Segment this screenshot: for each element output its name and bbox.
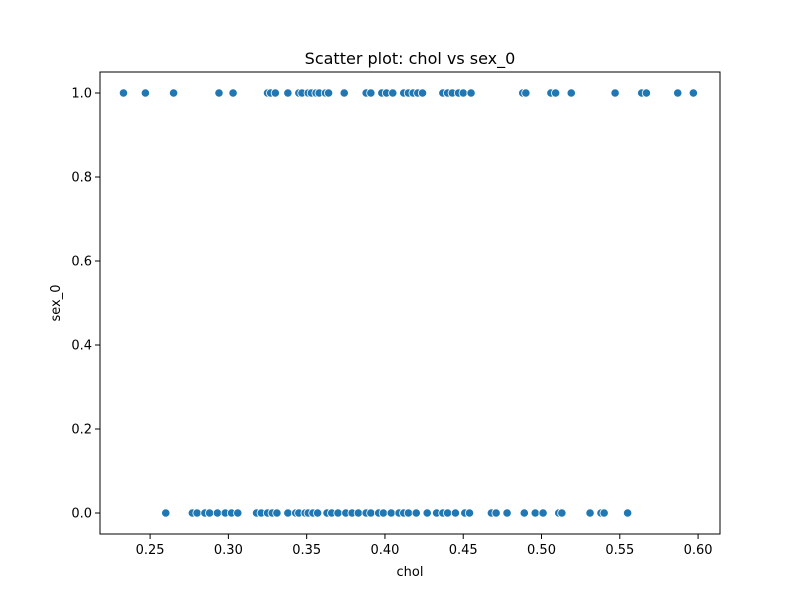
data-point bbox=[388, 88, 398, 98]
data-point bbox=[551, 88, 561, 98]
data-point bbox=[353, 508, 363, 518]
data-point bbox=[192, 508, 202, 518]
data-point bbox=[212, 508, 223, 518]
data-point bbox=[283, 88, 293, 98]
data-point bbox=[333, 508, 343, 518]
data-point bbox=[168, 88, 179, 98]
data-point bbox=[270, 88, 280, 98]
data-point bbox=[140, 88, 150, 98]
x-tick-label: 0.40 bbox=[370, 543, 399, 558]
data-point bbox=[378, 508, 388, 518]
x-tick-label: 0.55 bbox=[605, 543, 634, 558]
data-point bbox=[366, 508, 376, 518]
y-tick-label: 0.2 bbox=[71, 423, 92, 438]
data-point bbox=[386, 508, 396, 518]
y-tick-label: 0.6 bbox=[71, 255, 92, 270]
data-point bbox=[466, 88, 476, 98]
data-point bbox=[530, 508, 540, 518]
data-point bbox=[673, 88, 683, 98]
data-point bbox=[366, 88, 376, 98]
x-tick-label: 0.25 bbox=[136, 543, 165, 558]
data-point bbox=[458, 88, 468, 98]
x-axis-label: chol bbox=[397, 565, 424, 580]
data-point bbox=[205, 508, 215, 518]
data-point bbox=[233, 508, 243, 518]
data-point bbox=[118, 88, 129, 98]
x-tick-label: 0.30 bbox=[214, 543, 243, 558]
y-tick-label: 0.4 bbox=[71, 339, 92, 354]
x-tick-label: 0.50 bbox=[527, 543, 556, 558]
data-point bbox=[521, 88, 531, 98]
data-point bbox=[339, 88, 349, 98]
data-point bbox=[417, 88, 428, 98]
data-point bbox=[313, 508, 323, 518]
data-point bbox=[585, 508, 595, 518]
data-point bbox=[450, 508, 460, 518]
data-point bbox=[491, 508, 501, 518]
y-axis: 0.0 0.2 0.4 0.6 0.8 1.0 bbox=[71, 87, 100, 522]
y-tick-label: 0.8 bbox=[71, 171, 92, 186]
x-axis: 0.25 0.30 0.35 0.40 0.45 0.50 0.55 0.60 bbox=[136, 534, 713, 558]
data-point bbox=[464, 508, 475, 518]
y-tick-label: 1.0 bbox=[71, 87, 92, 102]
x-tick-label: 0.35 bbox=[292, 543, 321, 558]
data-point bbox=[442, 508, 453, 518]
data-point bbox=[538, 508, 548, 518]
x-tick-label: 0.60 bbox=[684, 543, 713, 558]
data-point bbox=[610, 88, 620, 98]
x-tick-label: 0.45 bbox=[449, 543, 478, 558]
data-point bbox=[323, 88, 334, 98]
y-tick-label: 0.0 bbox=[71, 507, 92, 522]
data-point bbox=[422, 508, 432, 518]
chart-title: Scatter plot: chol vs sex_0 bbox=[305, 49, 516, 69]
data-point bbox=[566, 88, 576, 98]
y-axis-label: sex_0 bbox=[49, 284, 64, 321]
axes-frame bbox=[99, 71, 721, 535]
data-point bbox=[599, 508, 609, 518]
data-point bbox=[283, 508, 293, 518]
data-point bbox=[214, 88, 224, 98]
data-point bbox=[403, 508, 414, 518]
data-point bbox=[272, 508, 282, 518]
data-point bbox=[641, 88, 652, 98]
data-point bbox=[161, 508, 171, 518]
data-point bbox=[502, 508, 512, 518]
data-point bbox=[519, 508, 529, 518]
data-point bbox=[688, 88, 698, 98]
data-point bbox=[411, 508, 421, 518]
data-point bbox=[228, 88, 238, 98]
data-point bbox=[557, 508, 567, 518]
data-point bbox=[623, 508, 633, 518]
plot-area bbox=[118, 88, 698, 518]
